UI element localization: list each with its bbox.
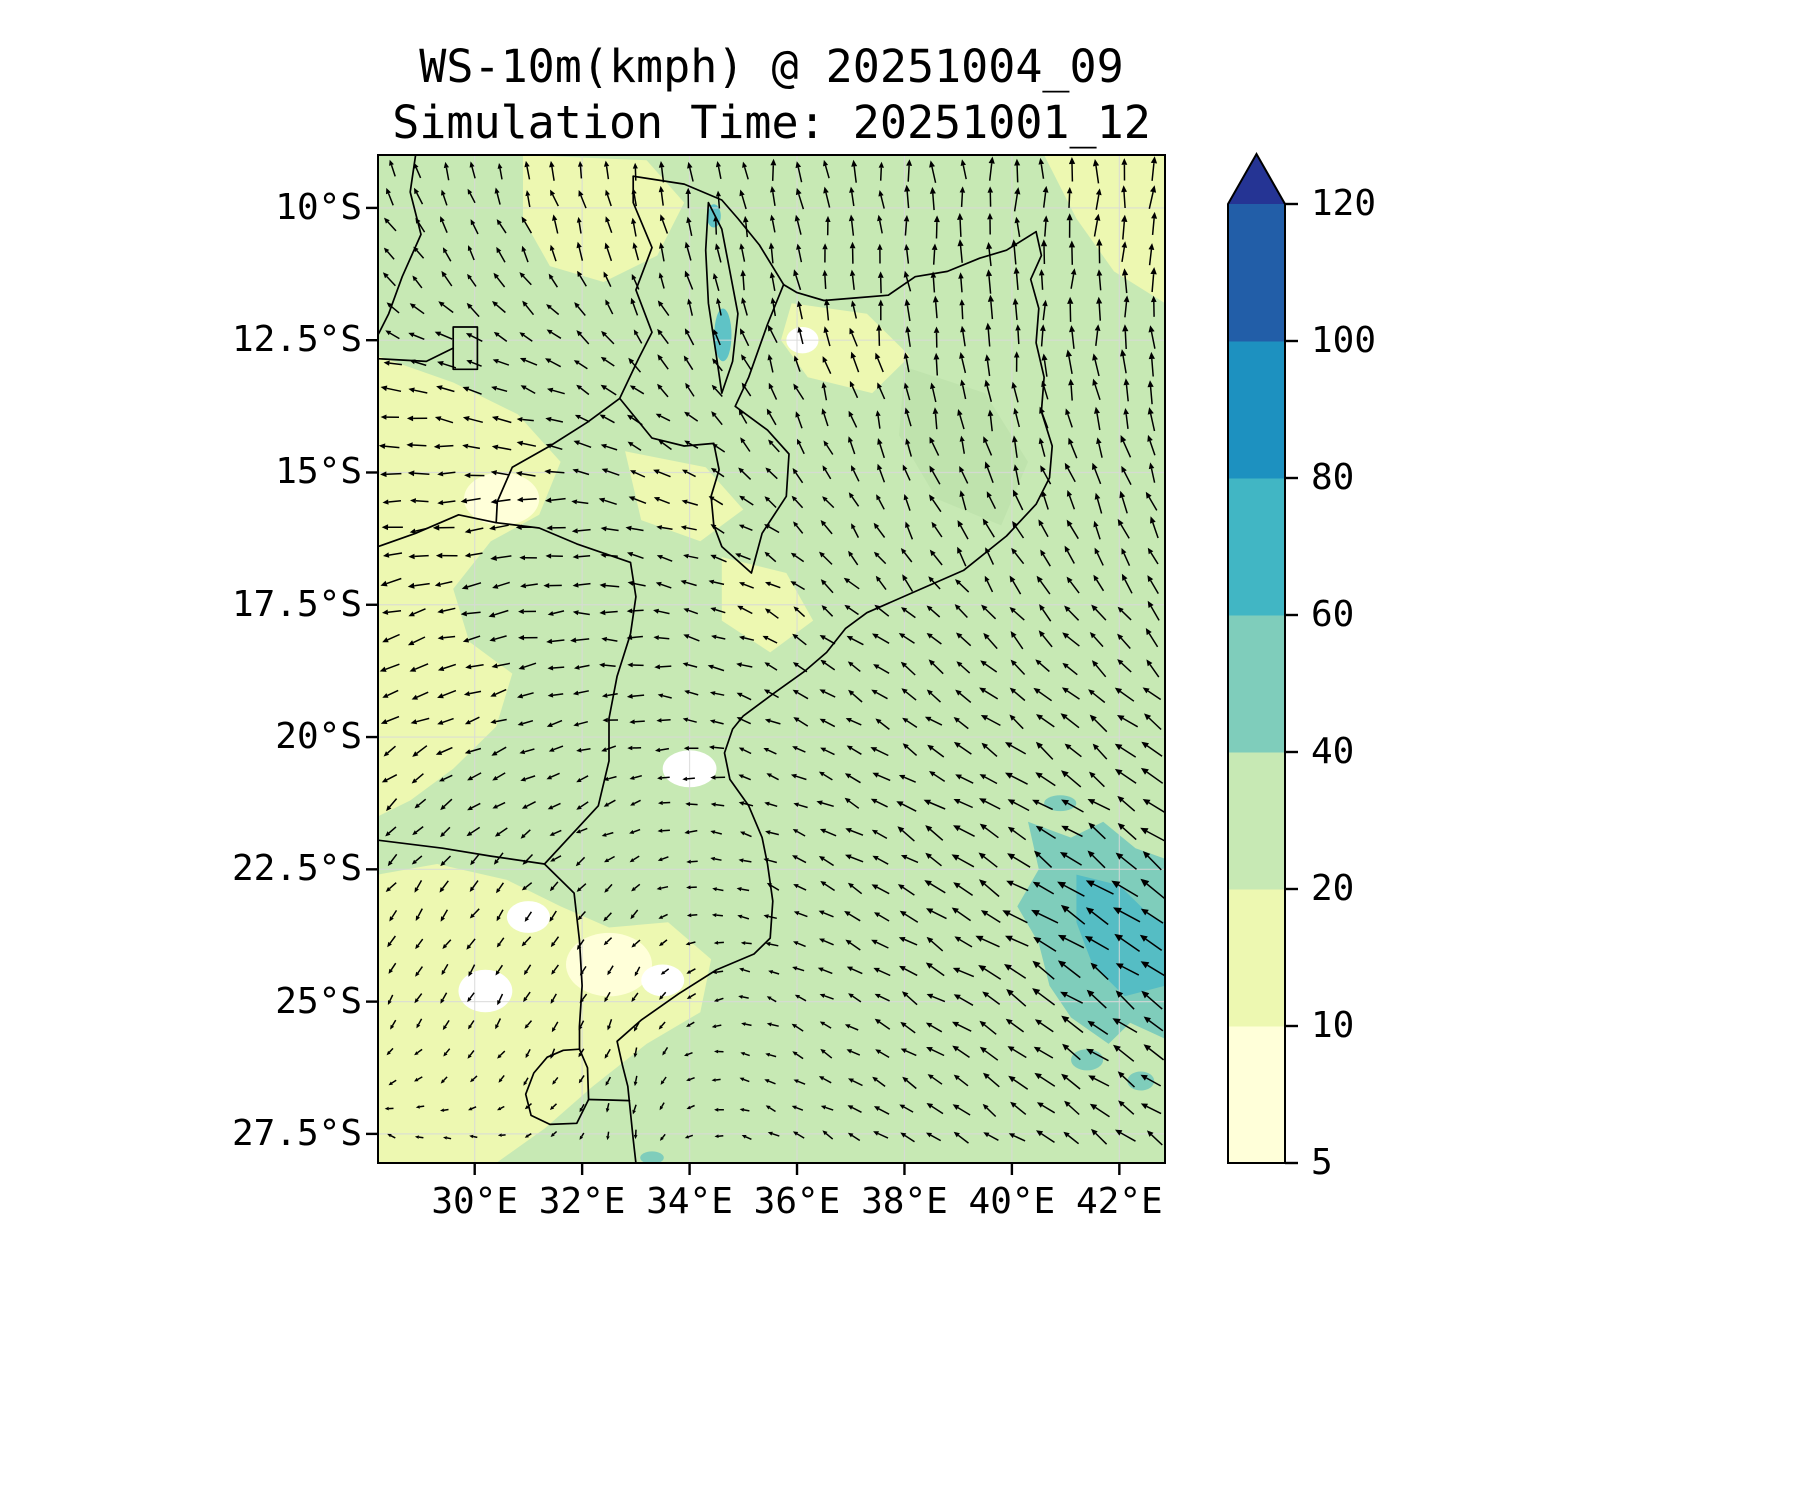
colorbar-segment [1228,204,1285,342]
y-tick-label: 25°S [275,980,362,1022]
y-tick-label: 12.5°S [231,319,362,361]
lake-malawi-shoreline [704,201,739,394]
zambia-zimbabwe-border [378,513,498,548]
wind-shade-white-calm-5 [641,964,685,997]
colorbar-segment [1228,478,1285,616]
colorbar-segment [1228,889,1285,1027]
wind-shade-teal-coast-south [640,1151,664,1163]
chart-title: WS-10m(kmph) @ 20251004_09 [419,40,1124,93]
y-tick-label: 15°S [275,451,362,493]
wind-arrow-shafts [384,163,1165,1146]
y-tick-label: 20°S [275,716,362,758]
colorbar-tick-label: 40 [1311,731,1355,772]
drc-zambia-border-2 [378,347,455,363]
colorbar-tick-label: 120 [1311,183,1377,224]
y-tick-label: 27.5°S [231,1112,362,1154]
wind-shade-teal-fringe-3 [1044,795,1077,812]
southafrica-mozambique-border-south [587,1098,631,1102]
colorbar-tick-label: 60 [1311,594,1355,635]
malawi-border [618,175,790,574]
colorbar-tick-label: 5 [1311,1142,1333,1183]
map-layers [378,155,1165,1163]
x-tick-label: 40°E [968,1181,1056,1222]
x-tick-label: 36°E [753,1181,841,1222]
colorbar-extend-triangle [1228,154,1285,204]
x-tick-label: 34°E [646,1181,733,1222]
x-tick-label: 38°E [861,1181,948,1222]
wind-shade-pale-light-2 [566,932,652,997]
colorbar-tick-label: 10 [1311,1005,1355,1046]
colorbar-segment [1228,341,1285,479]
wind-arrow-heads [378,156,1158,1141]
colorbar-segment [1228,1026,1285,1164]
congo-pedicle-border [452,326,479,371]
y-tick-label: 17.5°S [231,583,362,625]
wind-shade-pale-west [378,356,561,817]
x-tick-label: 32°E [538,1181,626,1222]
x-tick-label: 30°E [431,1181,519,1222]
wind-shade-lake-malawi-south-water [714,308,732,362]
y-tick-label: 22.5°S [231,848,362,890]
plot-frame [377,154,1166,1164]
wind-shade-teal-fringe-2 [1127,1071,1155,1091]
colorbar-segment [1228,615,1285,753]
wind-shade-pale-north-mozambique [780,303,910,394]
limpopo-border [378,839,546,865]
colorbar-tick-label: 80 [1311,457,1355,498]
colorbar [1227,151,1298,1165]
x-tick-label: 42°E [1075,1181,1163,1222]
tanzania-malawi-border [632,175,785,286]
drc-zambia-border [378,155,422,336]
map-plot [366,154,1166,1175]
wind-shade-pale-north-center [523,155,685,282]
y-tick-label: 10°S [275,186,362,228]
zimbabwe-mozambique-border [495,521,637,865]
wind-shade-teal-fringe-1 [1071,1049,1104,1071]
colorbar-outline [1227,151,1286,1164]
colorbar-tick-label: 100 [1311,320,1377,361]
chart-subtitle: Simulation Time: 20251001_12 [392,96,1151,149]
wind-shade-pale-northeast-corner [1044,155,1165,304]
zambia-mozambique-border [495,397,621,524]
tanzania-mozambique-border [782,230,1037,302]
colorbar-tick-label: 20 [1311,868,1355,909]
colorbar-segment [1228,752,1285,890]
wind-shade-white-calm-3 [458,969,513,1013]
wind-shade-pale-light-1 [464,472,540,526]
